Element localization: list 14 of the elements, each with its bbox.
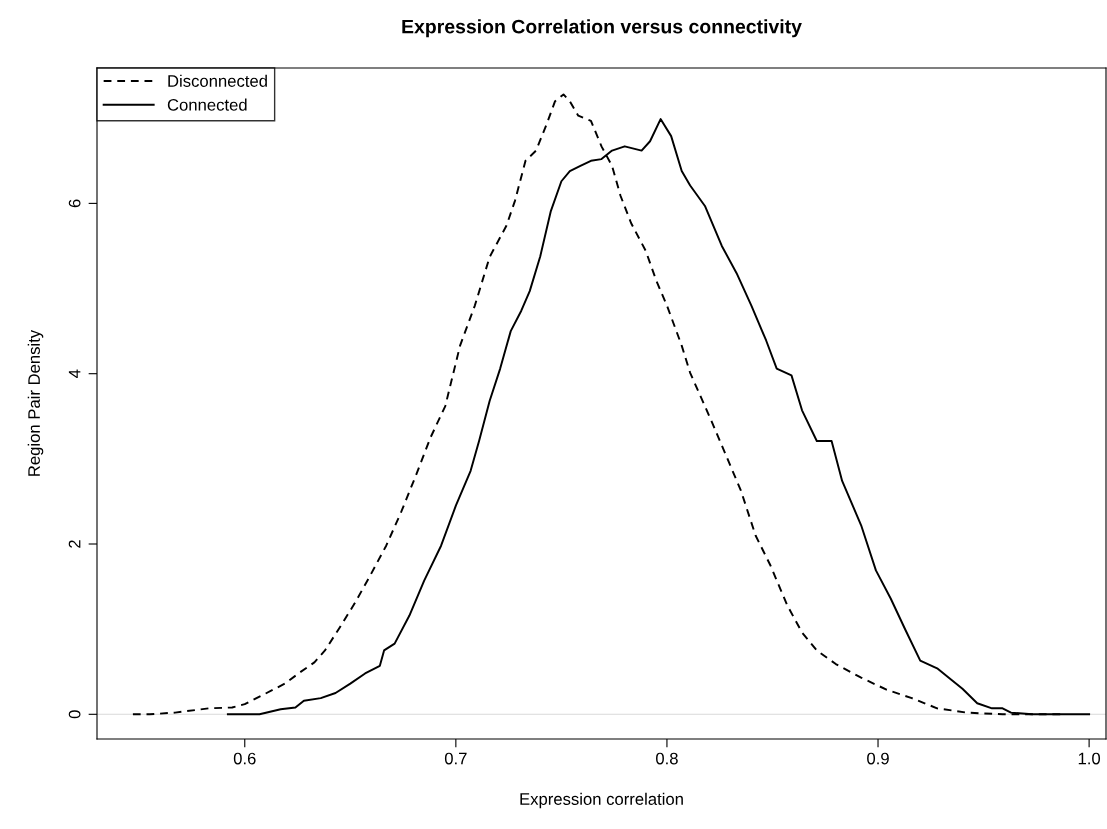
y-tick-label: 0: [68, 710, 81, 719]
x-tick-label: 1.0: [1078, 752, 1101, 765]
x-tick-label: 0.9: [867, 752, 889, 765]
x-tick-label: 0.7: [444, 752, 467, 765]
legend-label: Disconnected: [168, 74, 267, 87]
chart-title: Expression Correlation versus connectivity: [402, 19, 802, 38]
x-axis-title: Expression correlation: [520, 792, 683, 809]
y-tick-label: 2: [68, 540, 81, 548]
x-tick-label: 0.8: [656, 752, 678, 765]
y-tick-label: 6: [68, 199, 81, 208]
x-tick-label: 0.6: [233, 752, 256, 765]
y-axis-title: Region Pair Density: [27, 329, 44, 476]
y-tick-label: 4: [68, 369, 81, 378]
legend-label: Connected: [167, 98, 247, 111]
